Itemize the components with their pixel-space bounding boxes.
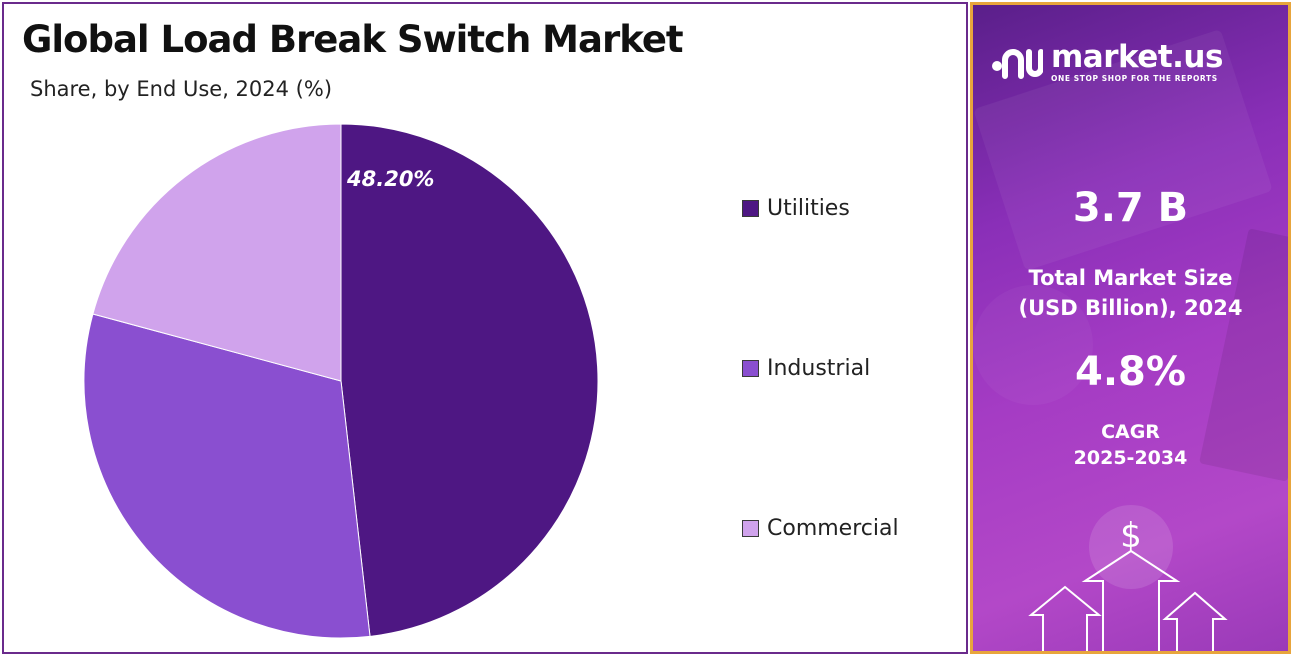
legend-swatch-utilities — [742, 200, 759, 217]
market-size-label: Total Market Size (USD Billion), 2024 — [973, 263, 1288, 323]
legend-item-industrial: Industrial — [742, 356, 870, 381]
background-decoration — [973, 285, 1093, 405]
legend-label-utilities: Utilities — [767, 196, 850, 221]
legend-item-utilities: Utilities — [742, 196, 850, 221]
pie-slice-industrial — [83, 313, 371, 639]
pie-slice-utilities — [340, 123, 599, 637]
market-size-value: 3.7 B — [1072, 185, 1189, 231]
up-arrow-icon — [1162, 591, 1228, 651]
market-size-label-line1: Total Market Size — [1028, 266, 1233, 290]
dollar-icon: $ — [1120, 516, 1142, 556]
up-arrow-icon — [1081, 549, 1181, 651]
brand-name: market.us — [1051, 39, 1223, 75]
cagr-label-line2: 2025-2034 — [1073, 447, 1188, 469]
summary-panel: market.us ONE STOP SHOP FOR THE REPORTS … — [970, 2, 1291, 654]
cagr-label: CAGR 2025-2034 — [973, 419, 1288, 471]
market-us-logo-icon — [992, 49, 1043, 79]
legend-swatch-commercial — [742, 520, 759, 537]
chart-subtitle: Share, by End Use, 2024 (%) — [30, 77, 333, 101]
pie-chart: 48.20% — [83, 123, 599, 639]
up-arrow-icon — [1028, 585, 1102, 651]
chart-panel: Global Load Break Switch Market Share, b… — [2, 2, 968, 654]
growth-illustration: $ — [1028, 505, 1228, 651]
cagr-label-line1: CAGR — [1101, 421, 1160, 443]
brand: market.us ONE STOP SHOP FOR THE REPORTS — [991, 41, 1223, 83]
coin-circle-icon — [1089, 505, 1173, 589]
brand-tagline: ONE STOP SHOP FOR THE REPORTS — [1051, 74, 1218, 83]
cagr-value: 4.8% — [1075, 349, 1186, 395]
legend-label-commercial: Commercial — [767, 516, 899, 541]
pie-slice-commercial — [92, 123, 342, 382]
legend-swatch-industrial — [742, 360, 759, 377]
data-label-utilities: 48.20% — [346, 167, 434, 191]
legend-label-industrial: Industrial — [767, 356, 871, 381]
chart-title: Global Load Break Switch Market — [22, 18, 684, 61]
legend-item-commercial: Commercial — [742, 516, 899, 541]
market-size-label-line2: (USD Billion), 2024 — [1018, 296, 1243, 320]
